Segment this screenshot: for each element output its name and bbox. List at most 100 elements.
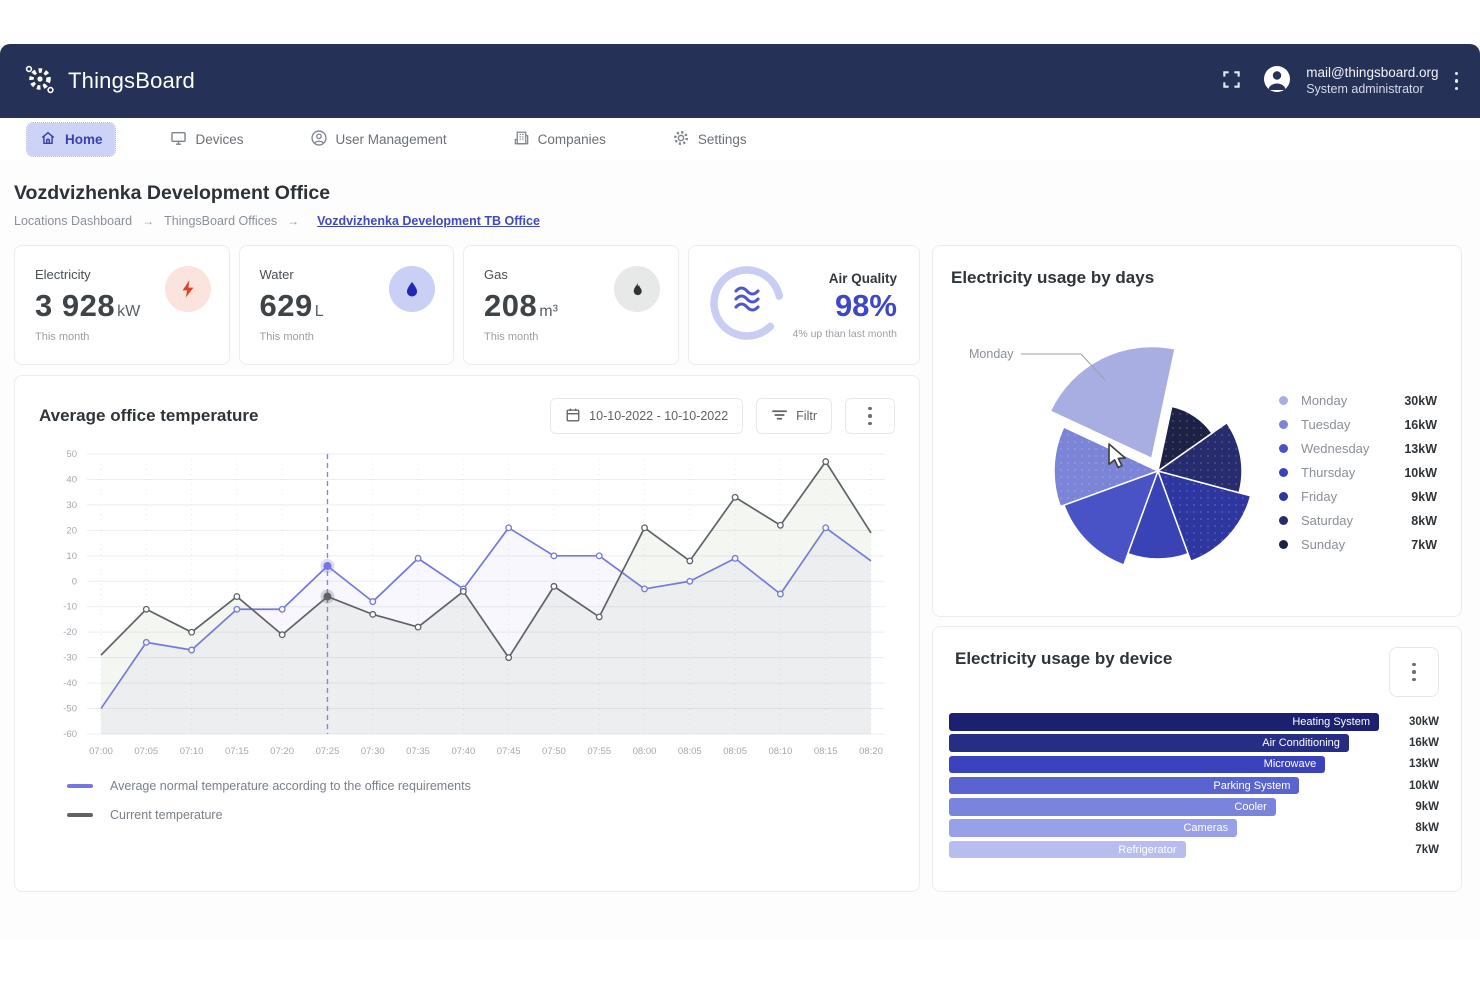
svg-text:07:15: 07:15 xyxy=(225,746,249,757)
fullscreen-icon xyxy=(1221,69,1242,93)
bar-value: 9kW xyxy=(1415,800,1439,813)
stat-cards-row: Electricity 3 928 kW This month Water 629 L Thi… xyxy=(14,245,920,365)
legend-value: 13kW xyxy=(1404,441,1437,456)
svg-text:07:25: 07:25 xyxy=(316,746,340,757)
temperature-legend: Average normal temperature according to … xyxy=(39,779,895,822)
breadcrumb-item-thingsboard-offices[interactable]: ThingsBoard Offices xyxy=(164,214,278,228)
stat-caption: This month xyxy=(484,331,539,343)
gear-icon xyxy=(672,129,690,150)
nav-tabs: Home Devices User Management Companies Setti… xyxy=(0,118,1480,160)
bar-label: Air Conditioning xyxy=(1262,737,1340,750)
usage-by-days-title: Electricity usage by days xyxy=(951,268,1155,287)
legend-dot xyxy=(1279,396,1288,405)
svg-text:07:10: 07:10 xyxy=(180,746,204,757)
bolt-icon xyxy=(164,266,211,312)
bar-value: 7kW xyxy=(1415,843,1439,856)
bar-refrigerator[interactable]: Refrigerator xyxy=(949,840,1186,859)
tab-home[interactable]: Home xyxy=(26,121,116,157)
breadcrumb: Locations Dashboard → ThingsBoard Offices →… xyxy=(14,214,1462,228)
tab-settings[interactable]: Settings xyxy=(660,123,759,156)
stat-label: Water xyxy=(259,267,294,282)
legend-label: Tuesday xyxy=(1301,417,1351,432)
series-current-temperature[interactable] xyxy=(100,460,872,659)
tab-user-management[interactable]: User Management xyxy=(298,123,459,156)
stat-label: Electricity xyxy=(35,267,91,282)
topbar-kebab-button[interactable] xyxy=(1454,71,1458,91)
svg-text:-40: -40 xyxy=(63,678,77,689)
bar-value: 13kW xyxy=(1408,758,1439,771)
stat-caption: This month xyxy=(259,331,314,343)
svg-text:07:40: 07:40 xyxy=(451,746,475,757)
svg-text:-20: -20 xyxy=(63,627,77,638)
legend-item-tuesday[interactable]: Tuesday 16kW xyxy=(1279,417,1437,432)
legend-item-monday[interactable]: Monday 30kW xyxy=(1279,393,1437,408)
bar-parking-system[interactable]: Parking System xyxy=(949,776,1300,795)
legend-value: 9kW xyxy=(1411,489,1437,504)
usage-by-days-pie-chart[interactable]: Monday xyxy=(933,286,1463,616)
svg-text:08:10: 08:10 xyxy=(769,746,793,757)
pie-slice-wednesday[interactable] xyxy=(1063,469,1160,566)
top-bar: ThingsBoard xyxy=(0,44,1480,118)
svg-text:0: 0 xyxy=(72,576,77,587)
bar-heating-system[interactable]: Heating System xyxy=(949,713,1379,731)
legend-dot xyxy=(1279,444,1288,453)
legend-dot xyxy=(1279,492,1288,501)
pie-slice-monday[interactable] xyxy=(1049,345,1176,460)
svg-text:07:20: 07:20 xyxy=(270,746,294,757)
date-range-button[interactable]: 10-10-2022 - 10-10-2022 xyxy=(550,398,744,434)
pie-callout-label: Monday xyxy=(969,347,1014,361)
person-icon xyxy=(310,129,328,150)
legend-item-current-temperature[interactable]: Current temperature xyxy=(67,808,895,822)
usage-by-device-bar-chart: Heating System 30kW Air Conditioning 16kW Mi… xyxy=(949,713,1439,859)
svg-text:08:05: 08:05 xyxy=(678,746,702,757)
tab-label: Companies xyxy=(537,131,606,147)
svg-text:20: 20 xyxy=(66,525,77,536)
breadcrumb-item-locations-dashboard[interactable]: Locations Dashboard xyxy=(14,214,133,228)
fullscreen-button[interactable] xyxy=(1221,69,1242,93)
series-average-normal-temperature-according-to-[interactable] xyxy=(100,526,872,710)
bar-row-heating-system: Heating System 30kW xyxy=(949,713,1439,731)
svg-text:07:45: 07:45 xyxy=(497,746,521,757)
legend-item-friday[interactable]: Friday 9kW xyxy=(1279,489,1437,504)
bar-row-cooler: Cooler 9kW xyxy=(949,798,1439,816)
bar-air-conditioning[interactable]: Air Conditioning xyxy=(949,734,1349,752)
tab-companies[interactable]: Companies xyxy=(501,123,618,156)
legend-item-saturday[interactable]: Saturday 8kW xyxy=(1279,513,1437,528)
page-title: Vozdvizhenka Development Office xyxy=(14,182,331,204)
bar-label: Parking System xyxy=(1213,779,1291,792)
device-kebab-button[interactable] xyxy=(1389,647,1439,697)
monitor-icon xyxy=(169,129,188,150)
bar-cameras[interactable]: Cameras xyxy=(949,819,1238,837)
legend-value: 7kW xyxy=(1411,537,1437,552)
temperature-line-chart[interactable]: 50 40 30 20 10 0 -10 -20 -30 -40 -50 -60 07:00 07:05 0… xyxy=(39,442,895,769)
kebab-icon xyxy=(868,406,872,426)
svg-text:07:55: 07:55 xyxy=(587,746,611,757)
account-menu[interactable]: mail@thingsboard.org System administrato… xyxy=(1258,60,1439,103)
bar-microwave[interactable]: Microwave xyxy=(949,755,1326,774)
legend-item-wednesday[interactable]: Wednesday 13kW xyxy=(1279,441,1437,456)
svg-text:07:35: 07:35 xyxy=(406,746,430,757)
bar-value: 16kW xyxy=(1408,737,1439,750)
air-quality-value: 98% xyxy=(834,287,897,323)
kebab-icon xyxy=(1412,662,1416,682)
legend-label: Sunday xyxy=(1301,537,1346,552)
svg-text:08:20: 08:20 xyxy=(859,746,883,757)
thingsboard-app: ThingsBoard xyxy=(0,44,1480,941)
thingsboard-logo-icon xyxy=(22,61,58,102)
bar-cooler[interactable]: Cooler xyxy=(949,798,1276,816)
legend-item-thursday[interactable]: Thursday 10kW xyxy=(1279,465,1437,480)
stat-value: 208 xyxy=(484,288,538,323)
legend-item-average-normal-temperature-according-to-[interactable]: Average normal temperature according to … xyxy=(67,779,895,793)
temperature-kebab-button[interactable] xyxy=(845,398,895,434)
usage-by-days-legend: Monday 30kW Tuesday 16kW Wednesday 13kW Thursd… xyxy=(1279,393,1437,561)
filter-button[interactable]: Filtr xyxy=(756,398,832,434)
breadcrumb-item-vozdvizhenka-development-tb-office[interactable]: Vozdvizhenka Development TB Office xyxy=(317,214,540,228)
svg-text:07:50: 07:50 xyxy=(542,746,566,757)
legend-dot xyxy=(1279,468,1288,477)
legend-label: Saturday xyxy=(1301,513,1354,528)
svg-text:30: 30 xyxy=(66,500,77,511)
tab-devices[interactable]: Devices xyxy=(157,123,256,156)
bar-row-air-conditioning: Air Conditioning 16kW xyxy=(949,734,1439,752)
calendar-icon xyxy=(565,407,581,426)
legend-item-sunday[interactable]: Sunday 7kW xyxy=(1279,537,1437,552)
